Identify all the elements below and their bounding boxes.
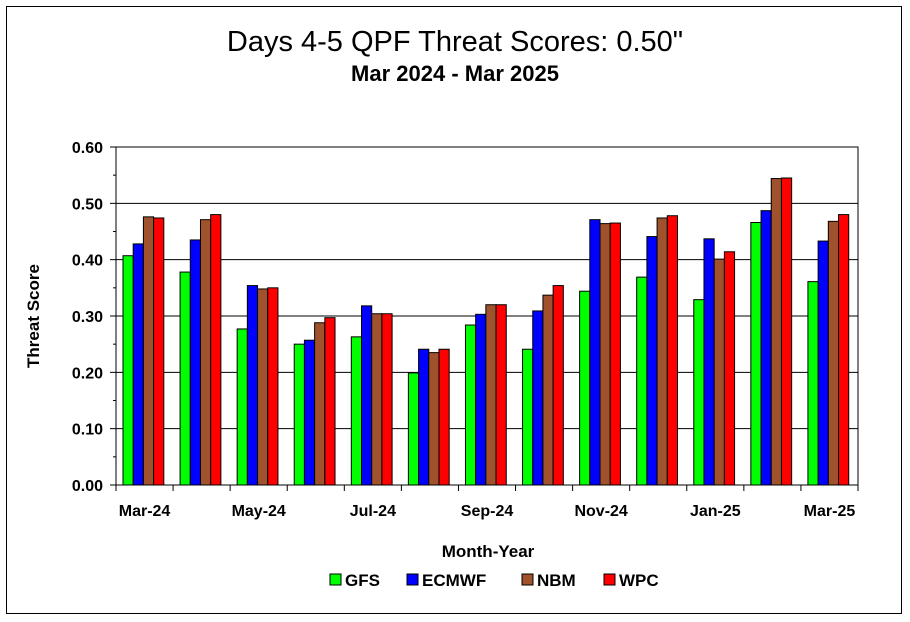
bar-gfs-jun-24 — [293, 343, 305, 486]
bar-wpc-jul-24 — [381, 313, 393, 486]
legend-label-ecmwf: ECMWF — [422, 571, 486, 590]
y-tick-label: 0.30 — [72, 309, 103, 326]
bar-wpc-mar-24 — [153, 217, 165, 486]
y-tick-label: 0.00 — [72, 478, 103, 495]
bar-wpc-oct-24 — [552, 285, 564, 486]
legend-swatch-nbm — [521, 573, 534, 586]
bar-wpc-mar-25 — [838, 214, 850, 486]
bar-gfs-oct-24 — [522, 348, 534, 486]
plot-border — [115, 146, 859, 486]
bar-gfs-feb-25 — [750, 221, 762, 486]
bar-wpc-feb-25 — [780, 177, 793, 486]
x-tick-labels: Mar-24 May-24 Jul-24 Sep-24 Nov-24 Jan-25 Mar-… — [119, 503, 856, 520]
chart-title: Days 4-5 QPF Threat Scores: 0.50" — [227, 26, 683, 58]
x-tick-label: Jul-24 — [350, 503, 396, 520]
bar-wpc-jun-24 — [324, 317, 336, 486]
y-tick-label: 0.10 — [72, 422, 103, 439]
bar-gfs-aug-24 — [407, 372, 420, 486]
bar-wpc-apr-24 — [210, 214, 222, 486]
x-axis-label: Month-Year — [442, 542, 535, 561]
bar-nbm-oct-24 — [542, 294, 554, 486]
y-tick-label: 0.50 — [72, 196, 103, 213]
bar-gfs-dec-24 — [636, 276, 648, 486]
bar-ecmwf-jul-24 — [361, 305, 373, 486]
bar-nbm-may-24 — [257, 288, 269, 486]
bar-ecmwf-apr-24 — [189, 239, 201, 486]
bar-nbm-feb-25 — [770, 178, 782, 486]
bar-nbm-jul-24 — [371, 313, 383, 486]
bar-nbm-dec-24 — [656, 217, 668, 486]
legend: GFS ECMWF NBM WPC — [329, 571, 659, 590]
bar-wpc-jan-25 — [723, 251, 736, 486]
bar-nbm-aug-24 — [428, 352, 440, 486]
bar-ecmwf-jan-25 — [703, 238, 715, 486]
bar-nbm-jan-25 — [713, 258, 725, 486]
bar-ecmwf-mar-24 — [132, 243, 144, 486]
bar-wpc-may-24 — [267, 287, 279, 486]
legend-swatch-ecmwf — [406, 573, 419, 586]
bar-wpc-dec-24 — [666, 215, 678, 486]
bar-wpc-nov-24 — [609, 222, 621, 486]
y-tick-label: 0.60 — [72, 140, 103, 157]
bar-ecmwf-may-24 — [246, 285, 259, 486]
legend-swatch-wpc — [603, 573, 616, 586]
bar-nbm-sep-24 — [485, 304, 497, 486]
y-tick-label: 0.20 — [72, 365, 103, 382]
bar-ecmwf-jun-24 — [303, 339, 316, 486]
bar-gfs-jul-24 — [350, 336, 363, 486]
y-tick-label: 0.40 — [72, 253, 103, 270]
bar-nbm-jun-24 — [314, 322, 326, 486]
bar-nbm-nov-24 — [599, 223, 611, 486]
bar-ecmwf-aug-24 — [418, 348, 430, 486]
x-tick-label: Sep-24 — [461, 503, 514, 520]
bar-ecmwf-sep-24 — [475, 313, 487, 486]
bar-gfs-mar-25 — [807, 281, 819, 486]
bar-wpc-sep-24 — [495, 304, 507, 486]
axes — [110, 146, 859, 491]
legend-label-gfs: GFS — [345, 571, 380, 590]
x-tick-label: May-24 — [232, 503, 286, 520]
legend-label-nbm: NBM — [537, 571, 576, 590]
x-tick-label: Jan-25 — [690, 503, 741, 520]
bar-gfs-sep-24 — [464, 324, 477, 486]
bar-ecmwf-mar-25 — [817, 240, 829, 486]
bar-gfs-apr-24 — [179, 271, 191, 486]
y-tick-labels: 0.00 0.10 0.20 0.30 0.40 0.50 0.60 — [72, 140, 103, 495]
chart-subtitle: Mar 2024 - Mar 2025 — [351, 61, 559, 86]
bar-ecmwf-dec-24 — [646, 236, 658, 486]
bar-gfs-jan-25 — [693, 299, 705, 486]
bars — [122, 177, 850, 486]
bar-ecmwf-feb-25 — [760, 210, 772, 486]
x-tick-label: Nov-24 — [574, 503, 627, 520]
bar-ecmwf-oct-24 — [532, 310, 544, 486]
legend-swatch-gfs — [329, 573, 342, 586]
bar-wpc-aug-24 — [438, 348, 450, 486]
bar-ecmwf-nov-24 — [589, 219, 601, 486]
bar-gfs-may-24 — [236, 328, 248, 486]
y-axis-label: Threat Score — [24, 264, 43, 368]
bar-nbm-mar-25 — [827, 220, 840, 486]
legend-label-wpc: WPC — [619, 571, 659, 590]
bar-nbm-mar-24 — [142, 216, 155, 486]
bar-nbm-apr-24 — [199, 219, 212, 486]
bar-gfs-nov-24 — [579, 290, 591, 486]
bar-gfs-mar-24 — [122, 255, 134, 486]
x-tick-label: Mar-25 — [804, 503, 856, 520]
x-tick-label: Mar-24 — [119, 503, 171, 520]
